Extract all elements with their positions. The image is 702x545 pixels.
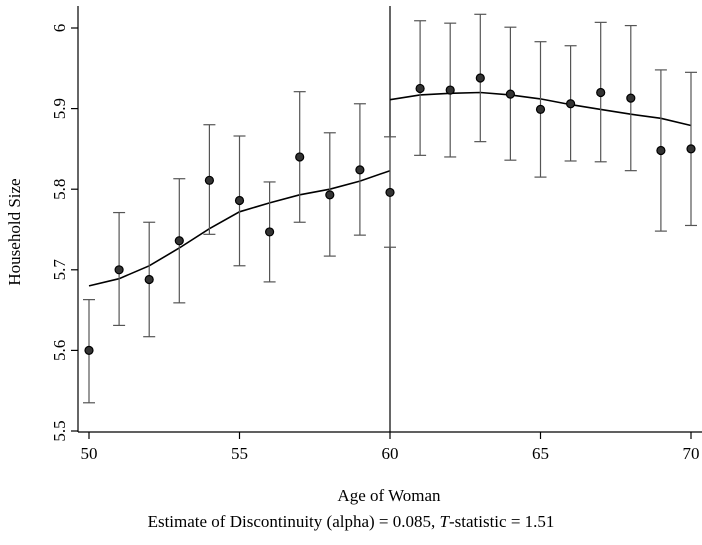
- data-point: [325, 190, 335, 200]
- y-tick-label: 5.7: [50, 259, 69, 281]
- x-tick-label: 50: [81, 444, 98, 463]
- x-tick-label: 55: [231, 444, 248, 463]
- x-tick-label: 65: [532, 444, 549, 463]
- data-point: [114, 265, 124, 275]
- data-point: [445, 85, 455, 95]
- y-tick-label: 6: [50, 24, 69, 33]
- discontinuity-caption: Estimate of Discontinuity (alpha) = 0.08…: [0, 512, 702, 532]
- data-point: [656, 145, 666, 156]
- y-axis-label: Household Size: [5, 178, 24, 285]
- data-point: [415, 83, 425, 94]
- data-point: [355, 165, 365, 175]
- data-point: [84, 345, 94, 355]
- data-point: [626, 93, 636, 103]
- data-point: [174, 236, 184, 246]
- x-axis-label: Age of Woman: [337, 486, 441, 505]
- y-tick-label: 5.8: [50, 179, 69, 200]
- caption-suffix: -statistic = 1.51: [448, 512, 555, 531]
- data-point: [234, 195, 245, 206]
- y-tick-label: 5.6: [50, 340, 69, 361]
- data-point: [505, 89, 515, 99]
- y-tick-label: 5.5: [50, 420, 69, 441]
- y-tick-label: 5.9: [50, 98, 69, 119]
- data-point: [265, 227, 275, 237]
- data-point: [475, 73, 485, 83]
- data-point: [385, 187, 395, 198]
- data-point: [596, 87, 606, 98]
- caption-prefix: Estimate of Discontinuity (alpha) = 0.08…: [147, 512, 440, 531]
- x-tick-label: 70: [683, 444, 700, 463]
- data-point: [535, 104, 546, 115]
- caption-stat-name: T: [439, 512, 449, 531]
- data-point: [204, 175, 214, 185]
- x-tick-label: 60: [382, 444, 399, 463]
- data-point: [565, 99, 576, 109]
- data-point: [144, 274, 154, 285]
- data-point: [686, 144, 696, 154]
- data-point: [295, 152, 305, 162]
